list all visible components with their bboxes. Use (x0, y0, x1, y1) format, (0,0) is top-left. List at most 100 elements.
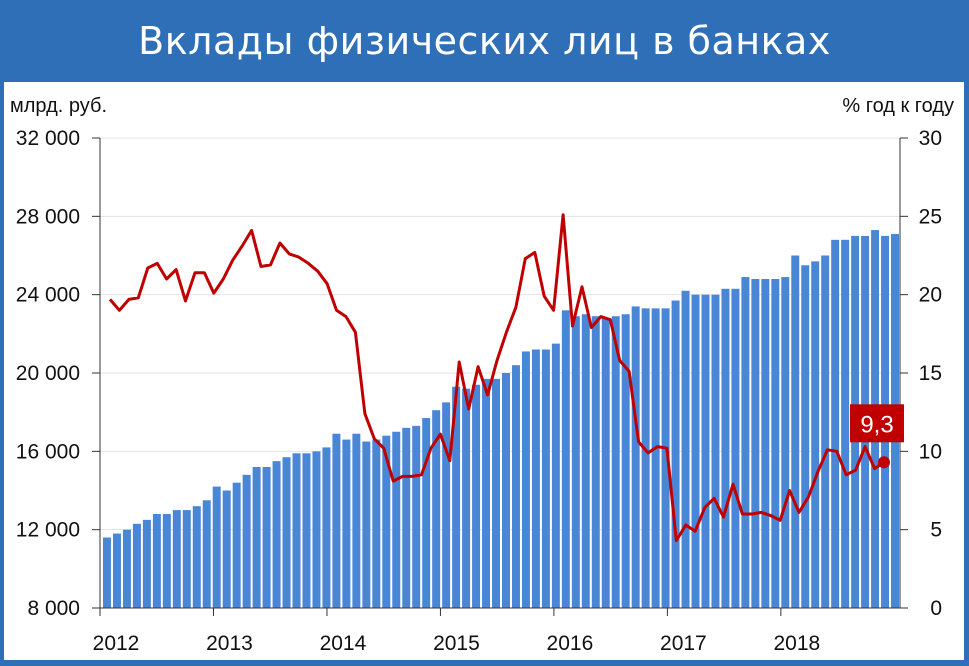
chart-title: Вклады физических лиц в банках (138, 19, 831, 63)
bar (172, 510, 181, 608)
last-value-label: 9,3 (860, 411, 893, 438)
bar (302, 453, 311, 608)
bar (282, 457, 291, 608)
left-tick-label: 24 000 (16, 284, 80, 307)
bar (212, 486, 221, 608)
bar (352, 433, 361, 608)
x-tick-label: 2018 (773, 632, 820, 655)
bar (841, 239, 850, 609)
bar (332, 433, 341, 608)
bar (691, 294, 700, 608)
bar (312, 451, 321, 608)
bar (442, 402, 451, 608)
x-tick-label: 2013 (206, 632, 253, 655)
bar (422, 418, 431, 608)
bar (432, 410, 441, 608)
last-point-marker (878, 456, 890, 469)
bar (521, 351, 530, 608)
bar (511, 365, 520, 608)
bar (791, 255, 800, 608)
bar (152, 514, 161, 608)
bar (372, 439, 381, 608)
growth-line (108, 213, 885, 543)
bar (591, 316, 600, 608)
bar (292, 453, 301, 608)
bar (182, 510, 191, 608)
chart-panel: 9,3 8 000 12 000 16 000 20 000 24 000 28 000 3… (4, 82, 964, 660)
bar (202, 500, 211, 608)
x-tick-label: 2016 (547, 632, 594, 655)
bar (492, 378, 501, 608)
bar (232, 482, 241, 608)
bar (402, 427, 411, 608)
bar (262, 467, 271, 608)
bar (412, 425, 421, 608)
bar (122, 529, 131, 608)
bar (472, 384, 481, 608)
right-tick-label: 5 (930, 519, 942, 542)
bar (362, 441, 371, 608)
left-tick-label: 16 000 (16, 440, 80, 463)
bar (392, 431, 401, 608)
left-tick-label: 32 000 (16, 127, 80, 150)
bar (112, 533, 121, 608)
right-tick-label: 15 (919, 362, 942, 385)
bar (482, 378, 491, 608)
bar (631, 306, 640, 608)
axes (92, 137, 908, 616)
bar (751, 279, 760, 608)
bar-series (103, 230, 900, 609)
bar (132, 523, 141, 608)
right-tick-label: 20 (919, 284, 942, 307)
right-tick-label: 25 (919, 205, 942, 228)
bar (701, 294, 710, 608)
bar (162, 514, 171, 608)
bar (711, 294, 720, 608)
bar (342, 439, 351, 608)
growth-series: 9,3 (108, 213, 904, 543)
bar (571, 316, 580, 608)
x-tick-label: 2012 (93, 632, 140, 655)
bar (142, 519, 151, 608)
x-tick-label: 2014 (320, 632, 367, 655)
right-tick-label: 10 (919, 440, 942, 463)
bar (771, 279, 780, 608)
bar (661, 308, 670, 608)
left-tick-label: 28 000 (16, 205, 80, 228)
bar (741, 277, 750, 608)
chart-svg: 9,3 8 000 12 000 16 000 20 000 24 000 28 000 3… (10, 95, 954, 655)
left-tick-label: 8 000 (27, 597, 80, 620)
bar (821, 255, 830, 608)
bar (502, 373, 510, 608)
bar (382, 435, 391, 608)
bar (621, 314, 630, 608)
bar (681, 290, 690, 608)
bar (671, 300, 680, 608)
bar (581, 314, 590, 608)
bar (252, 467, 261, 608)
right-tick-label: 0 (930, 597, 942, 620)
bar (601, 318, 610, 608)
bar (103, 537, 111, 608)
left-axis-unit: млрд. руб. (10, 95, 107, 117)
bar (242, 474, 251, 608)
bar (611, 316, 620, 608)
bar (781, 277, 790, 608)
bar (322, 447, 331, 608)
bar (551, 343, 560, 608)
bar (761, 279, 770, 608)
x-tick-label: 2015 (433, 632, 480, 655)
last-value-box (850, 404, 904, 443)
bar (561, 310, 570, 608)
bar (222, 490, 231, 608)
x-tick-label: 2017 (660, 632, 707, 655)
bar (272, 461, 281, 608)
bar (452, 386, 461, 608)
right-tick-label: 30 (919, 127, 942, 150)
bar (192, 506, 201, 608)
axis-labels: 8 000 12 000 16 000 20 000 24 000 28 000 32 00… (16, 127, 942, 655)
bar (531, 349, 540, 608)
bar (731, 288, 740, 608)
bar (831, 239, 840, 609)
bar (801, 265, 810, 608)
